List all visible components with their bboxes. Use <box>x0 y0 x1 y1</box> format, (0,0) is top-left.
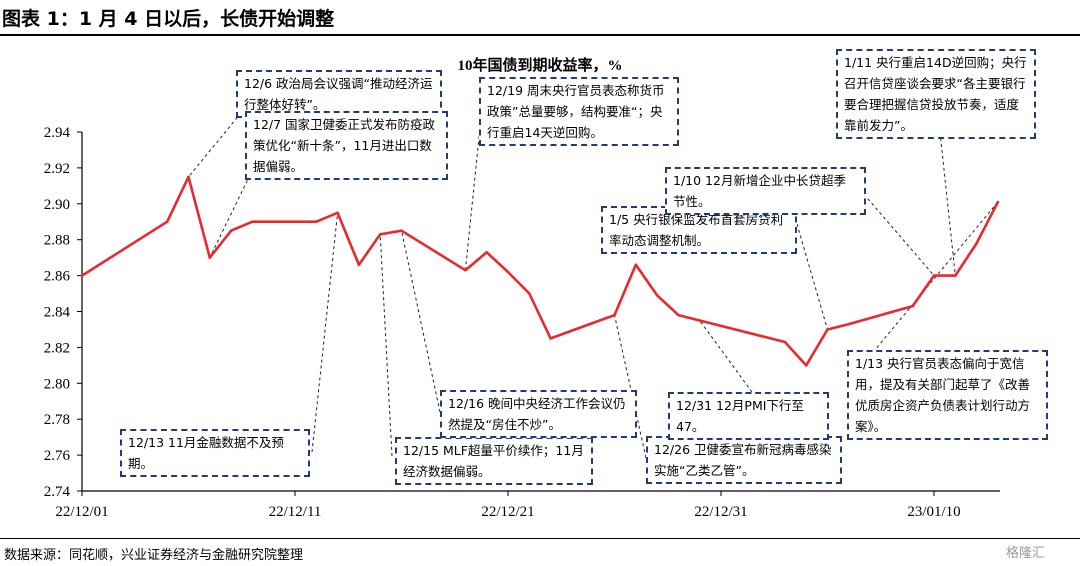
data-point <box>336 211 339 215</box>
y-tick-label: 2.86 <box>44 269 71 285</box>
annotation-leader-line <box>209 174 251 258</box>
data-point <box>783 340 787 344</box>
yield-series-line <box>81 175 1000 367</box>
data-point <box>464 268 467 272</box>
y-tick-label: 2.76 <box>44 448 71 464</box>
y-tick-label: 2.88 <box>44 233 70 249</box>
annotation-leader-line <box>188 107 246 178</box>
x-tick-label: 23/01/10 <box>907 504 960 520</box>
annotation-dec-16: 12/16 晚间中央经济工作会议仍然提及“房住不炒”。 <box>440 390 637 438</box>
annotation-jan-13: 1/13 央行官员表态偏向于宽信用，提及有关部门起草了《改善优质房企资产负债表计… <box>847 350 1048 440</box>
data-point <box>932 274 936 277</box>
annotation-leader-line <box>699 320 753 393</box>
data-point <box>655 294 659 297</box>
x-tick-label: 22/12/31 <box>694 504 747 520</box>
annotation-dec-26: 12/26 卫健委宣布新冠病毒感染实施“乙类乙管”。 <box>646 436 842 484</box>
y-tick-label: 2.78 <box>44 412 70 428</box>
annotation-leader-line <box>464 117 482 271</box>
data-point <box>528 292 531 295</box>
data-point <box>506 270 510 274</box>
data-point <box>613 313 616 317</box>
data-point <box>187 175 190 179</box>
footer-divider <box>0 538 1080 539</box>
x-tick-label: 22/12/11 <box>269 504 322 520</box>
annotation-leader-line <box>401 230 441 413</box>
data-point <box>549 337 552 340</box>
data-point <box>698 319 701 322</box>
data-point <box>229 229 233 232</box>
data-point <box>975 242 978 245</box>
annotation-leader-line <box>855 184 935 276</box>
y-tick-label: 2.84 <box>44 305 71 321</box>
watermark-logo: 格隆汇 <box>1006 546 1046 561</box>
data-point <box>847 322 851 326</box>
x-tick-label: 22/12/01 <box>55 504 108 520</box>
annotation-leader-line <box>311 212 339 453</box>
data-point <box>165 220 169 223</box>
annotation-dec-31: 12/31 12月PMI下行至47。 <box>668 392 829 440</box>
annotation-jan-10: 1/10 12月新增企业中长贷超季节性。 <box>665 167 866 215</box>
y-tick-label: 2.80 <box>44 376 70 392</box>
data-point <box>378 233 382 236</box>
data-point <box>826 328 829 331</box>
data-point <box>804 364 808 367</box>
y-tick-label: 2.92 <box>44 161 70 177</box>
annotation-dec-19: 12/19 周末央行官员表态称货币政策”总量要够，结构要准“；央行重启14天逆回… <box>479 77 679 146</box>
data-point <box>485 251 489 254</box>
data-point <box>400 229 403 232</box>
data-point <box>315 220 318 223</box>
data-point <box>911 304 914 308</box>
data-point <box>80 274 84 277</box>
data-point <box>677 313 680 317</box>
data-point <box>251 220 254 223</box>
data-point <box>996 200 1000 204</box>
annotation-leader-line <box>939 131 956 276</box>
annotation-leader-line <box>796 223 828 330</box>
title-divider <box>0 34 1080 36</box>
data-point <box>208 256 212 259</box>
x-tick-label: 22/12/21 <box>481 504 534 520</box>
data-point <box>954 274 957 277</box>
data-point <box>634 263 638 267</box>
chart-plot <box>80 175 1000 367</box>
chart-title: 10年国债到期收益率，% <box>457 56 622 74</box>
yield-line-chart: 10年国债到期收益率，% 2.74 2.76 2.78 2.80 2.82 2.84 2.8… <box>44 56 1000 520</box>
y-tick-label: 2.90 <box>44 197 70 213</box>
chart-axes: 2.74 2.76 2.78 2.80 2.82 2.84 2.86 2.88 2.90 2.92… <box>44 125 1000 520</box>
data-point <box>357 263 361 267</box>
annotation-jan-11: 1/11 央行重启14D逆回购；央行召开信贷座谈会要求“各主要银行要合理把握信贷… <box>836 49 1036 139</box>
annotation-jan-5: 1/5 央行银保监发布首套房贷利率动态调整机制。 <box>601 206 797 254</box>
figure-title: 图表 1：1 月 4 日以后，长债开始调整 <box>2 8 335 30</box>
annotation-leader-line <box>379 234 393 457</box>
annotation-dec-13: 12/13 11月金融数据不及预期。 <box>120 429 310 477</box>
annotation-leader-line <box>614 314 647 459</box>
data-source-note: 数据来源：同花顺，兴业证券经济与金融研究院整理 <box>4 548 304 563</box>
y-tick-label: 2.82 <box>44 340 70 356</box>
y-tick-label: 2.74 <box>44 484 71 500</box>
annotation-dec-15: 12/15 MLF超量平价续作；11月经济数据偏弱。 <box>395 437 593 485</box>
y-tick-label: 2.94 <box>44 125 71 141</box>
annotation-dec-7: 12/7 国家卫健委正式发布防疫政策优化“新十条”，11月进出口数据偏弱。 <box>245 111 448 180</box>
